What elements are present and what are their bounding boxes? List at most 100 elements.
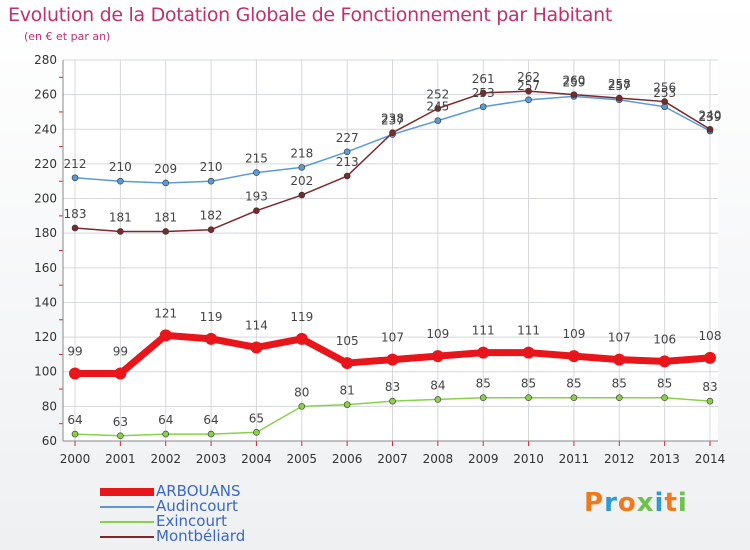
legend-label: Exincourt <box>156 512 228 530</box>
data-point <box>253 207 260 214</box>
data-label: 99 <box>113 344 128 358</box>
y-tick-label: 200 <box>34 192 57 206</box>
x-tick-label: 2011 <box>559 452 590 466</box>
y-tick-label: 260 <box>34 88 57 102</box>
data-label: 245 <box>426 100 449 114</box>
data-label: 81 <box>340 384 355 398</box>
data-point <box>389 397 396 405</box>
data-label: 80 <box>294 385 309 399</box>
data-point <box>525 87 532 95</box>
data-label: 111 <box>517 324 540 338</box>
x-tick-label: 2002 <box>150 452 181 466</box>
legend-swatch <box>100 521 154 523</box>
data-label: 109 <box>426 327 449 341</box>
data-label: 261 <box>472 72 495 86</box>
data-point <box>434 105 442 112</box>
x-tick-label: 2000 <box>60 452 91 466</box>
data-point <box>661 394 668 402</box>
data-label: 85 <box>521 377 536 391</box>
logo-letter: i <box>654 488 665 518</box>
data-point <box>159 329 172 342</box>
x-tick-label: 2001 <box>105 452 136 466</box>
data-label: 238 <box>381 112 404 126</box>
data-label: 64 <box>158 413 173 427</box>
logo-letter: P <box>584 488 605 518</box>
data-labels: 99 99 121 119 114 119 105 107 109 111 111 109 107 106… <box>64 70 722 429</box>
data-label: 252 <box>426 87 449 101</box>
y-tick-label: 120 <box>34 330 57 344</box>
data-label: 193 <box>245 190 268 204</box>
data-label: 215 <box>245 152 268 166</box>
data-point <box>162 179 170 187</box>
proxiti-logo: Proxiti <box>584 488 688 518</box>
data-label: 256 <box>653 81 676 95</box>
x-tick-label: 2006 <box>332 452 363 466</box>
x-tick-label: 2007 <box>377 452 408 466</box>
logo-letter: t <box>664 488 678 518</box>
data-label: 209 <box>154 162 177 176</box>
data-label: 181 <box>154 210 177 224</box>
data-point <box>431 350 444 363</box>
data-label: 181 <box>109 210 132 224</box>
data-point <box>117 432 124 440</box>
data-point <box>117 228 124 235</box>
data-label: 210 <box>200 160 223 174</box>
data-point <box>207 226 215 234</box>
data-point <box>250 341 263 354</box>
data-label: 83 <box>702 380 717 394</box>
legend-label: ARBOUANS <box>156 482 241 500</box>
data-label: 213 <box>336 155 359 169</box>
data-label: 119 <box>200 310 223 324</box>
data-point <box>570 394 578 402</box>
data-point <box>295 332 308 345</box>
data-label: 240 <box>699 108 722 122</box>
legend-swatch <box>100 536 154 538</box>
axes: 60 80 100 120 140 160 180 200 220 240 260 280 2000 20… <box>34 53 725 466</box>
data-point <box>298 403 306 410</box>
data-point <box>525 96 532 104</box>
y-tick-label: 80 <box>42 399 57 413</box>
data-label: 239 <box>699 110 722 124</box>
data-label: 107 <box>608 331 631 345</box>
data-point <box>522 346 535 359</box>
grid <box>63 59 718 442</box>
y-tick-label: 180 <box>34 226 57 240</box>
data-label: 83 <box>385 380 400 394</box>
data-label: 85 <box>476 377 491 391</box>
data-point <box>615 94 623 102</box>
data-label: 253 <box>472 86 495 100</box>
x-tick-label: 2005 <box>287 452 318 466</box>
data-label: 111 <box>472 324 495 338</box>
series <box>69 87 716 440</box>
data-point <box>71 174 79 182</box>
logo-letter: x <box>636 488 655 518</box>
data-label: 99 <box>67 344 82 358</box>
data-label: 260 <box>562 74 585 88</box>
data-point <box>207 177 215 185</box>
y-tick-label: 220 <box>34 157 57 171</box>
data-point <box>343 401 351 408</box>
legend-swatch <box>100 488 154 496</box>
data-label: 258 <box>608 77 631 91</box>
data-point <box>434 117 442 124</box>
data-label: 109 <box>562 327 585 341</box>
data-point <box>567 350 580 363</box>
y-tick-label: 160 <box>34 261 57 275</box>
x-tick-label: 2012 <box>604 452 635 466</box>
data-point <box>706 397 714 405</box>
data-label: 253 <box>653 86 676 100</box>
data-label: 183 <box>64 207 87 221</box>
data-point <box>658 355 671 368</box>
chart-title: Evolution de la Dotation Globale de Fonc… <box>8 4 613 26</box>
data-label: 227 <box>336 131 359 145</box>
legend-label: Montbéliard <box>156 527 246 545</box>
data-point <box>706 125 714 133</box>
logo-letter: i <box>677 488 688 518</box>
data-label: 259 <box>562 75 585 89</box>
data-label: 85 <box>612 377 627 391</box>
data-point <box>389 129 396 137</box>
data-point <box>205 332 218 345</box>
data-point <box>479 394 487 402</box>
data-point <box>341 357 354 370</box>
